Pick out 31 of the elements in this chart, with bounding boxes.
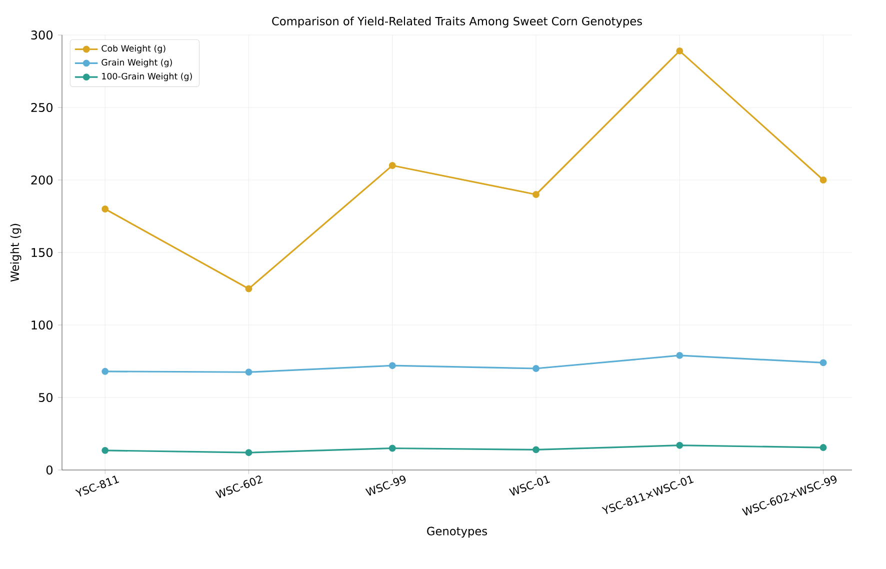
point [820,359,827,366]
legend-label: Grain Weight (g) [102,58,172,68]
point [388,362,396,370]
point [388,444,396,452]
y-tick-label: 100 [32,320,52,330]
x-axis-title: Genotypes [427,526,488,538]
point [532,446,540,454]
y-tick-label: 50 [38,392,52,402]
point [102,368,109,375]
point [820,444,827,451]
y-tick-label: 150 [32,248,52,258]
point [532,191,540,198]
legend-label: Cob Weight (g) [102,44,166,54]
y-tick-label: 250 [31,102,52,112]
point [245,368,252,376]
point [532,365,540,372]
legend-label: 100-Grain Weight (g) [102,72,192,82]
point [676,47,684,54]
y-tick-label: 300 [31,30,52,40]
point [676,352,684,359]
point [102,206,109,212]
point [676,442,684,449]
point [245,285,252,292]
y-tick-label: 200 [31,175,52,185]
point [245,449,252,456]
point [388,162,396,169]
y-tick-label: 0 [46,465,52,475]
point [820,176,827,184]
y-axis-title: Weight (g) [10,224,22,282]
point [102,446,109,454]
chart-title: Comparison of Yield-Related Traits Among Sweet Corn Genotypes [272,16,642,28]
